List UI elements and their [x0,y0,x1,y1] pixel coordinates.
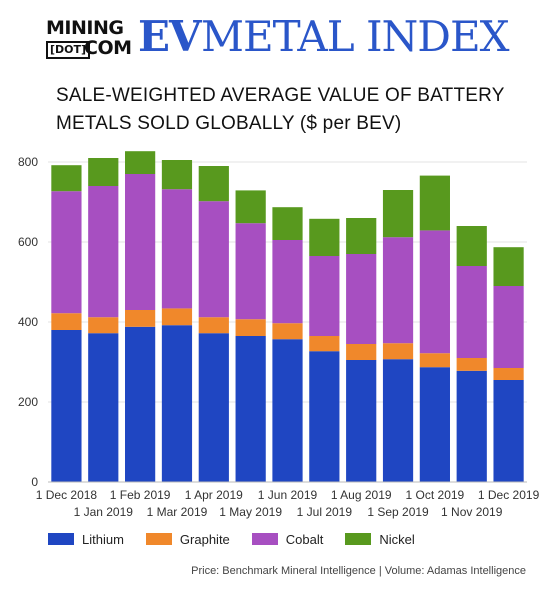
legend-label: Nickel [379,531,415,547]
bar-graphite [382,343,414,360]
logo-mining-text: MINING [46,17,124,39]
chart-title-line-1: SALE-WEIGHTED AVERAGE VALUE OF BATTERY [56,85,505,106]
x-tick-label: 1 Jun 2019 [258,488,318,502]
bar-nickel [419,175,450,231]
bar-nickel [88,158,119,186]
x-tick-label: 1 Sep 2019 [367,505,429,519]
bar-graphite [88,317,119,334]
bar-graphite [272,323,303,340]
stacked-bar-chart: 0 200 400 600 800 1 Dec 2018 1 Jan 2019 1 Feb 2… [18,151,540,519]
bar-lithium [272,339,303,482]
logo-ev-text: EV [138,12,202,61]
bar-cobalt [419,230,450,354]
x-tick-label: 1 Jul 2019 [297,505,353,519]
bar-cobalt [198,201,229,318]
legend-swatch [345,533,372,545]
bar-nickel [309,218,340,256]
x-tick-label: 1 Jan 2019 [74,505,134,519]
chart-title: SALE-WEIGHTED AVERAGE VALUE OF BATTERY M… [56,82,546,138]
logo-dot-text: [DOT] [46,41,91,59]
x-tick-label: 1 Dec 2018 [36,488,98,502]
bar-lithium [198,333,229,482]
y-tick-label: 0 [31,475,38,489]
bar-cobalt [346,254,377,344]
bar-lithium [235,336,266,482]
bar-graphite [51,313,82,330]
bar-graphite [235,319,266,336]
bar-lithium [51,330,82,482]
bar-lithium [88,333,119,482]
y-tick-label: 600 [18,235,38,249]
bar-cobalt [272,240,303,324]
bar-graphite [125,310,156,327]
bar-cobalt [456,266,487,358]
legend-swatch [145,533,172,545]
x-tick-label: 1 Nov 2019 [441,505,503,519]
x-tick-label: 1 Mar 2019 [147,505,208,519]
bar-lithium [125,326,156,482]
bar-graphite [161,308,193,326]
bar-lithium [309,351,340,482]
legend-item-cobalt: Cobalt [251,530,324,548]
source-note: Price: Benchmark Mineral Intelligence | … [191,565,526,577]
bar-nickel [198,166,229,202]
chart-title-line-2: METALS SOLD GLOBALLY ($ per BEV) [56,113,402,134]
bar-lithium [493,380,524,482]
bar-nickel [382,190,414,238]
x-tick-label: 1 Aug 2019 [331,488,392,502]
bar-lithium [419,367,450,482]
y-tick-label: 800 [18,155,38,169]
legend-swatch [48,533,74,545]
legend-swatch [251,533,278,545]
bar-cobalt [493,286,524,368]
bar-cobalt [235,223,266,320]
bar-lithium [161,325,193,482]
x-tick-label: 1 Oct 2019 [406,488,465,502]
bar-cobalt [309,256,340,336]
bar-lithium [456,370,487,482]
bar-nickel [51,165,82,192]
bar-lithium [382,359,414,482]
y-tick-label: 200 [18,395,38,409]
bar-cobalt [382,237,414,344]
bar-nickel [456,226,487,266]
bar-lithium [346,360,377,482]
bar-nickel [161,160,193,190]
bar-nickel [272,207,303,240]
bar-nickel [346,218,377,254]
legend-item-nickel: Nickel [345,530,415,548]
x-tick-label: 1 May 2019 [219,505,282,519]
bar-cobalt [51,191,82,314]
bar-graphite [309,336,340,352]
logo-metal-index-text: METAL INDEX [201,12,510,61]
x-tick-label: 1 Apr 2019 [185,488,243,502]
bar-graphite [493,368,524,380]
bar-cobalt [125,174,156,310]
bar-graphite [198,317,229,334]
y-tick-label: 400 [18,315,38,329]
mining-com-ev-metal-index-logo: MINING [DOT] COM EV METAL INDEX [46,12,546,64]
bar-nickel [125,151,156,174]
chart-legend: Lithium Graphite Cobalt Nickel [48,530,437,548]
bar-graphite [346,344,377,360]
legend-label: Lithium [82,531,124,547]
legend-item-lithium: Lithium [48,530,124,548]
logo-com-text: COM [84,37,132,59]
legend-item-graphite: Graphite [145,530,230,548]
bar-graphite [419,353,450,368]
bar-cobalt [88,186,119,318]
legend-label: Graphite [179,531,230,547]
bar-graphite [456,358,487,371]
bar-nickel [235,190,266,224]
x-tick-label: 1 Dec 2019 [478,488,540,502]
bar-nickel [493,247,524,286]
legend-label: Cobalt [285,531,324,547]
x-tick-label: 1 Feb 2019 [110,488,171,502]
bar-cobalt [161,189,193,309]
